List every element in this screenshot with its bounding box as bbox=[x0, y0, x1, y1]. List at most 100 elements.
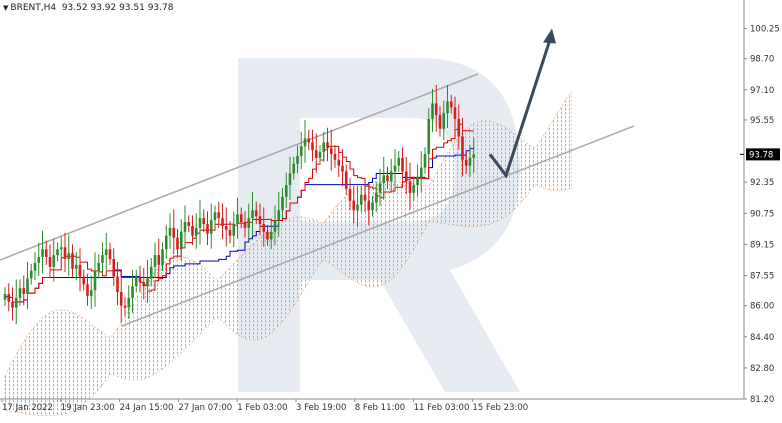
candle-body bbox=[472, 154, 476, 158]
candle-body bbox=[93, 270, 97, 291]
candle-body bbox=[446, 101, 449, 114]
y-tick-label: 86.00 bbox=[750, 302, 774, 312]
y-tick-label: 81.20 bbox=[750, 395, 774, 405]
candle-body bbox=[209, 220, 213, 234]
candle-body bbox=[434, 103, 438, 116]
x-tick-label: 8 Feb 11:00 bbox=[355, 403, 405, 413]
candle-body bbox=[41, 249, 44, 258]
candle-body bbox=[187, 222, 191, 226]
x-tick-label: 1 Feb 03:00 bbox=[237, 403, 287, 413]
collapse-triangle-icon[interactable]: ▼ bbox=[3, 4, 9, 12]
candle-body bbox=[127, 297, 131, 308]
candle-body bbox=[108, 249, 112, 259]
candle-body bbox=[101, 255, 104, 263]
candle-body bbox=[273, 220, 277, 232]
candle-body bbox=[457, 119, 461, 137]
candle-body bbox=[468, 157, 472, 166]
candle-body bbox=[168, 227, 172, 236]
x-tick-label: 17 Jan 2022 bbox=[2, 403, 53, 413]
candle-body bbox=[3, 294, 7, 300]
candle-body bbox=[356, 204, 359, 211]
candle-body bbox=[254, 210, 258, 217]
candle-body bbox=[416, 177, 419, 186]
candle-body bbox=[363, 194, 367, 201]
candle-body bbox=[284, 185, 288, 197]
channel-upper-line bbox=[0, 73, 479, 261]
candle-body bbox=[59, 247, 63, 250]
candle-body bbox=[183, 222, 187, 232]
trend-channel bbox=[0, 73, 635, 327]
candle-body bbox=[149, 266, 153, 279]
y-tick-label: 82.80 bbox=[750, 364, 774, 374]
candle-body bbox=[408, 181, 412, 193]
candle-body bbox=[464, 159, 468, 166]
candle-body bbox=[431, 103, 434, 119]
x-tick-label: 15 Feb 23:00 bbox=[472, 403, 528, 413]
candle-body bbox=[419, 167, 423, 178]
kijun-path bbox=[5, 147, 475, 303]
candle-body bbox=[296, 155, 299, 164]
candle-body bbox=[262, 224, 266, 232]
candle-body bbox=[29, 270, 33, 279]
candle-body bbox=[344, 171, 348, 189]
candle-body bbox=[314, 150, 318, 158]
chart-header: ▼ BRENT,H4 93.52 93.92 93.51 93.78 bbox=[3, 3, 173, 13]
y-tick-label: 97.10 bbox=[750, 86, 774, 96]
candle-body bbox=[288, 173, 292, 186]
candle-body bbox=[179, 231, 183, 250]
candle-body bbox=[172, 227, 176, 238]
candle-body bbox=[224, 225, 228, 230]
candle-body bbox=[333, 154, 337, 160]
candle-body bbox=[82, 276, 86, 285]
candle-body bbox=[258, 216, 262, 224]
candle-body bbox=[326, 142, 329, 149]
candle-body bbox=[442, 113, 446, 129]
candle-body bbox=[453, 107, 457, 119]
candle-body bbox=[251, 210, 254, 219]
y-tick-label: 100.25 bbox=[750, 25, 780, 35]
y-tick-label: 89.15 bbox=[750, 240, 774, 250]
candle-body bbox=[33, 262, 37, 271]
candle-body bbox=[367, 200, 371, 211]
candle-body bbox=[311, 142, 314, 151]
x-tick-label: 24 Jan 15:00 bbox=[120, 403, 174, 413]
candle-body bbox=[277, 210, 281, 221]
x-tick-label: 3 Feb 19:00 bbox=[296, 403, 346, 413]
candle-body bbox=[22, 288, 26, 294]
candle-body bbox=[123, 305, 127, 308]
ohlc-values: 93.52 93.92 93.51 93.78 bbox=[61, 3, 174, 13]
candle-body bbox=[104, 249, 108, 256]
candle-body bbox=[438, 115, 442, 129]
candle-body bbox=[389, 171, 393, 182]
x-tick-label: 11 Feb 03:00 bbox=[414, 403, 470, 413]
candle-body bbox=[322, 142, 326, 153]
candle-body bbox=[194, 227, 198, 236]
candle-body bbox=[142, 282, 146, 287]
candle-body bbox=[348, 189, 352, 201]
y-tick-label: 90.75 bbox=[750, 209, 774, 219]
candle-body bbox=[236, 214, 239, 224]
candle-body bbox=[198, 218, 202, 228]
candle-body bbox=[341, 165, 344, 172]
candle-body bbox=[74, 264, 78, 269]
x-tick-label: 27 Jan 07:00 bbox=[178, 403, 232, 413]
price-tag-label: 93.78 bbox=[749, 150, 773, 160]
symbol-label: BRENT,H4 bbox=[10, 3, 57, 13]
candle-body bbox=[359, 194, 363, 205]
candle-body bbox=[266, 231, 269, 240]
candle-body bbox=[26, 278, 29, 294]
candle-body bbox=[44, 249, 48, 258]
candle-body bbox=[337, 159, 341, 166]
y-tick-label: 98.70 bbox=[750, 55, 774, 65]
candle-body bbox=[427, 119, 431, 154]
candle-body bbox=[239, 214, 243, 223]
candle-body bbox=[281, 196, 284, 211]
y-tick-label: 84.40 bbox=[750, 333, 774, 343]
candle-body bbox=[52, 255, 56, 267]
kijun-line bbox=[5, 147, 475, 303]
candle-body bbox=[221, 218, 224, 226]
candle-body bbox=[134, 276, 138, 287]
x-tick-label: 19 Jan 23:00 bbox=[61, 403, 115, 413]
candle-body bbox=[303, 138, 307, 147]
